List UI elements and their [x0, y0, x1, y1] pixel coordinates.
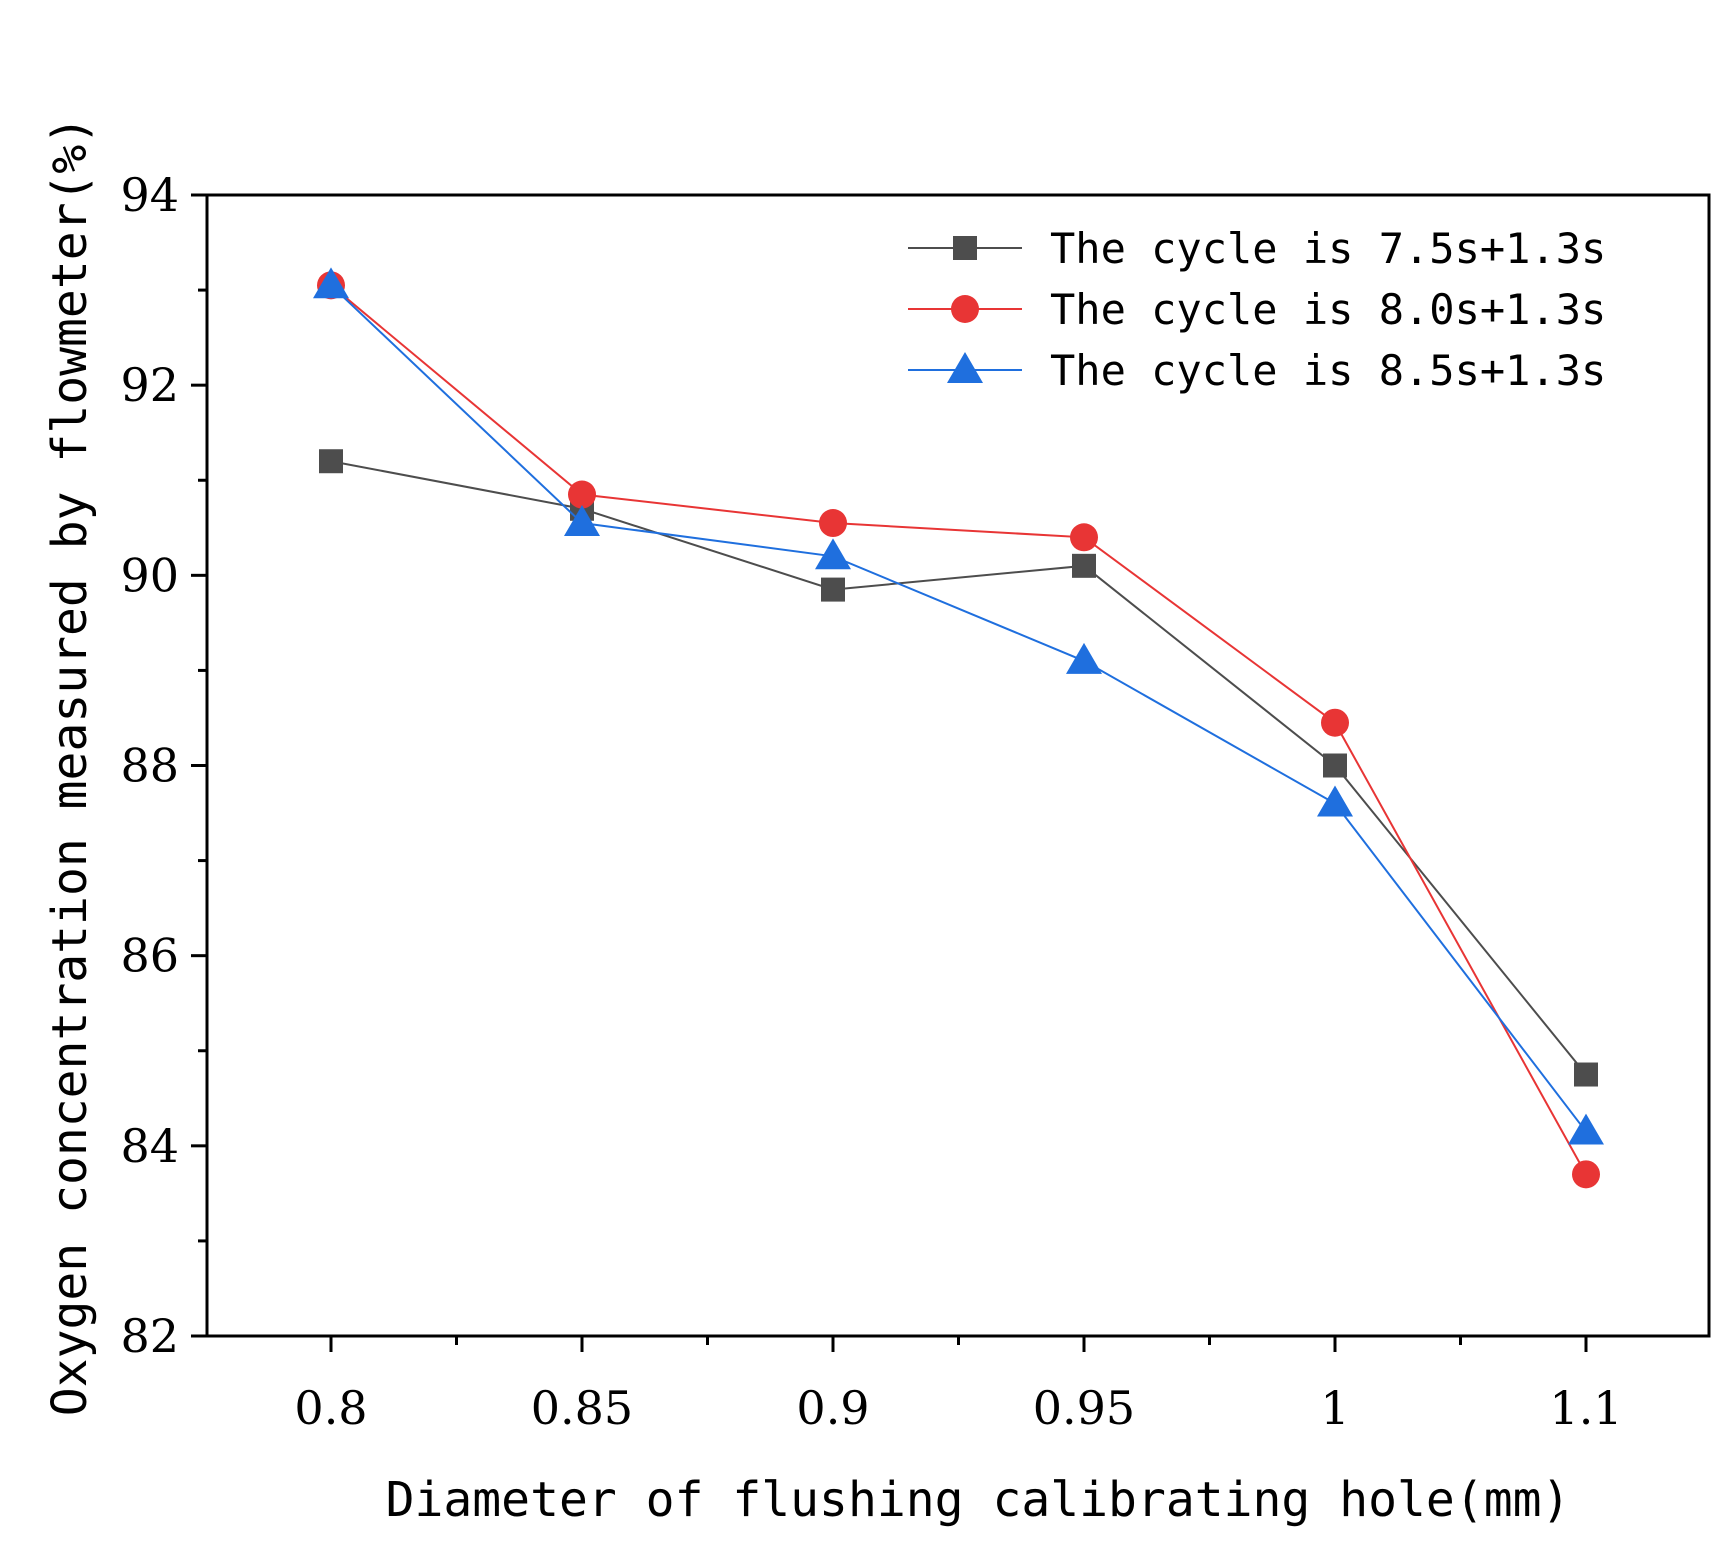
data-point: [313, 267, 349, 299]
y-tick-label: 94: [120, 168, 179, 222]
x-tick-label: 0.9: [796, 1381, 869, 1435]
y-tick-label: 88: [120, 739, 179, 793]
legend-marker: [953, 236, 977, 260]
data-point: [568, 480, 596, 509]
x-tick-label: 0.8: [294, 1381, 367, 1435]
legend-label: The cycle is 7.5s+1.3s: [1050, 224, 1606, 273]
y-tick-label: 82: [120, 1309, 179, 1363]
x-tick-label: 0.95: [1033, 1381, 1135, 1435]
data-point: [1070, 523, 1098, 552]
data-point: [819, 509, 847, 538]
legend-item-2: The cycle is 8.0s+1.3s: [908, 285, 1606, 334]
series-line: [330, 460, 1587, 1076]
legend-item-1: The cycle is 7.5s+1.3s: [908, 224, 1606, 273]
series-layer: [313, 267, 1604, 1189]
data-point: [1568, 1113, 1604, 1145]
y-tick-label: 90: [120, 548, 179, 602]
series-line: [330, 284, 1587, 1133]
data-point: [1323, 753, 1347, 778]
x-axis-title: Diameter of flushing calibrating hole(mm…: [386, 1472, 1571, 1528]
data-point: [1321, 708, 1349, 737]
data-point: [319, 449, 343, 474]
data-point: [1072, 553, 1096, 578]
data-point: [1066, 642, 1102, 674]
legend-marker: [951, 295, 979, 323]
series-line: [330, 284, 1587, 1175]
y-tick-label: 84: [120, 1119, 179, 1173]
y-tick-label: 92: [120, 358, 179, 412]
data-point: [1317, 785, 1353, 817]
axes-layer: 82 84 86 88 90 92 94 0.8 0.85 0.9 0.95 1 1.1: [120, 168, 1622, 1435]
series-3: [313, 267, 1604, 1145]
data-point: [1572, 1160, 1600, 1189]
series-1: [319, 449, 1598, 1087]
legend-label: The cycle is 8.0s+1.3s: [1050, 285, 1606, 334]
x-tick-label: 1.1: [1549, 1381, 1622, 1435]
legend-marker: [947, 352, 983, 383]
y-tick-label: 86: [120, 929, 179, 983]
x-tick-label: 1: [1320, 1381, 1349, 1435]
legend-item-3: The cycle is 8.5s+1.3s: [908, 346, 1606, 395]
data-point: [821, 577, 845, 602]
data-point: [1574, 1062, 1598, 1087]
legend-label: The cycle is 8.5s+1.3s: [1050, 346, 1606, 395]
legend: The cycle is 7.5s+1.3s The cycle is 8.0s+…: [908, 224, 1606, 395]
x-tick-label: 0.85: [531, 1381, 633, 1435]
y-axis-title: Oxygen concentration measured by flowmet…: [42, 116, 98, 1416]
data-point: [815, 538, 851, 570]
data-point: [564, 505, 600, 536]
